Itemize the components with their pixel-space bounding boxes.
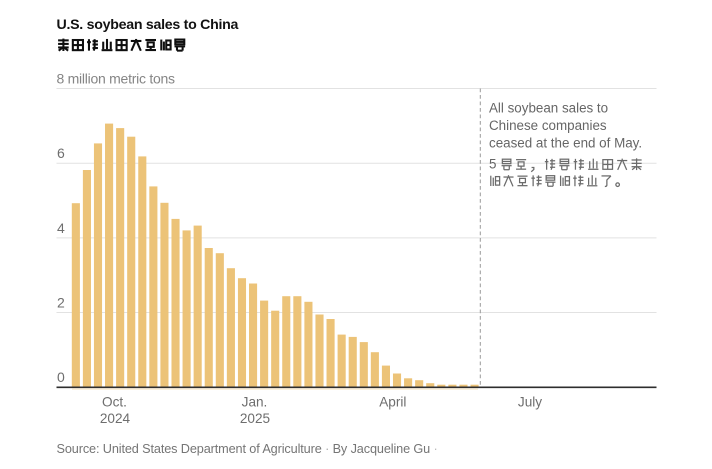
svg-text:April: April — [379, 394, 406, 409]
svg-text:0: 0 — [57, 369, 65, 385]
svg-text:2: 2 — [57, 294, 65, 310]
svg-text:U.S. soybean sales to China: U.S. soybean sales to China — [57, 17, 239, 33]
svg-text:8 million metric tons: 8 million metric tons — [57, 71, 176, 87]
svg-text:Oct.: Oct. — [102, 394, 127, 409]
svg-text:July: July — [518, 394, 542, 409]
svg-text:6: 6 — [57, 145, 65, 161]
svg-text:Source: United States Departme: Source: United States Department of Agri… — [57, 442, 438, 456]
svg-text:5: 5 — [489, 157, 496, 172]
svg-text:All soybean sales to: All soybean sales to — [489, 100, 608, 115]
svg-text:ceased at the end of May.: ceased at the end of May. — [489, 136, 642, 151]
svg-text:2025: 2025 — [240, 411, 270, 426]
svg-text:2024: 2024 — [100, 411, 131, 426]
svg-text:4: 4 — [57, 220, 65, 236]
svg-text:Chinese companies: Chinese companies — [489, 118, 607, 133]
svg-text:Jan.: Jan. — [242, 394, 268, 409]
